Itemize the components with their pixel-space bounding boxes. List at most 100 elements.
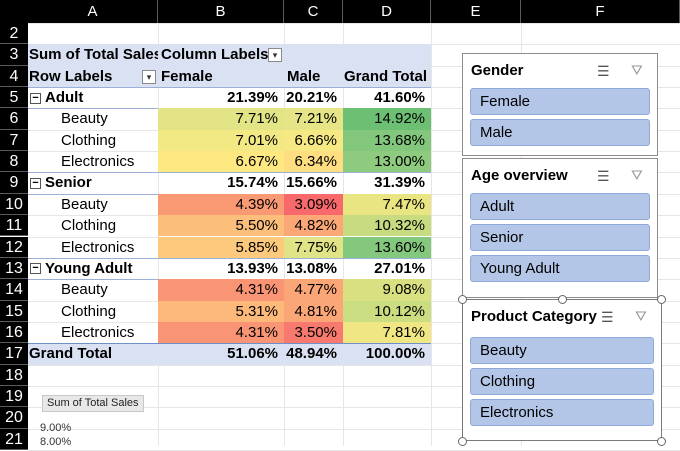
row-header[interactable]: 11 — [0, 215, 28, 237]
pivot-value-female: 4.31% — [158, 321, 284, 344]
grid-line — [28, 23, 680, 24]
pivot-value-total: 31.39% — [374, 174, 425, 192]
row-header[interactable]: 14 — [0, 279, 28, 301]
pivot-item-label: Clothing — [61, 131, 117, 149]
slicer-title: Product Category — [471, 308, 597, 325]
row-header[interactable]: 15 — [0, 300, 28, 322]
pivot-value-male: 7.75% — [284, 236, 343, 258]
pivot-group-label[interactable]: − Senior — [28, 172, 158, 193]
pivot-grand-male: 48.94% — [284, 343, 343, 365]
pivot-value-total: 9.08% — [343, 279, 431, 301]
pivot-col-male: Male — [284, 65, 343, 88]
slicer-item[interactable]: Young Adult — [470, 255, 650, 282]
pivot-group-label[interactable]: − Young Adult — [28, 258, 158, 279]
resize-handle[interactable] — [458, 295, 467, 304]
slicer-item[interactable]: Clothing — [470, 368, 654, 395]
collapse-icon[interactable]: − — [30, 92, 41, 104]
resize-handle[interactable] — [458, 437, 467, 446]
row-header[interactable]: 21 — [0, 428, 28, 450]
pivot-value-female: 7.01% — [158, 129, 284, 152]
product-category-slicer[interactable]: Product Category ☰ ⛛ Beauty Clothing Electron… — [462, 299, 662, 441]
select-all-corner[interactable] — [0, 0, 29, 23]
clear-filter-icon[interactable]: ⛛ — [631, 167, 643, 183]
slicer-item[interactable]: Electronics — [470, 399, 654, 426]
pivot-column-labels[interactable]: Column Labels — [158, 44, 284, 66]
pivot-item-label: Clothing — [61, 217, 117, 235]
pivot-value-male: 3.09% — [284, 193, 343, 216]
pivot-value-total: 10.32% — [343, 215, 431, 237]
slicer-item[interactable]: Senior — [470, 224, 650, 251]
pivot-grand-label: Grand Total — [28, 343, 158, 365]
pivot-grand-total: 100.00% — [343, 343, 431, 365]
pivot-row-labels[interactable]: Row Labels — [28, 65, 158, 88]
collapse-icon[interactable]: − — [30, 263, 41, 275]
row-header[interactable]: 17 — [0, 343, 28, 365]
row-header[interactable]: 9 — [0, 172, 28, 194]
row-header[interactable]: 10 — [0, 193, 28, 216]
pivot-value-male: 4.82% — [284, 215, 343, 237]
slicer-title: Age overview — [471, 167, 568, 184]
pivot-value-female: 4.39% — [158, 193, 284, 216]
row-header[interactable]: 12 — [0, 236, 28, 258]
row-header[interactable]: 6 — [0, 108, 28, 130]
row-header[interactable]: 5 — [0, 87, 28, 109]
row-header[interactable]: 4 — [0, 65, 28, 88]
pivot-value-male: 4.77% — [284, 279, 343, 301]
multi-select-icon[interactable]: ☰ — [601, 309, 614, 325]
pivot-item-label: Beauty — [61, 110, 108, 128]
column-header[interactable]: E — [431, 0, 521, 23]
chart-y-tick: 8.00% — [40, 436, 72, 448]
pivot-group-text: Adult — [45, 89, 84, 107]
column-header[interactable]: D — [343, 0, 431, 23]
age-slicer[interactable]: Age overview ☰ ⛛ Adult Senior Young Adult — [462, 158, 658, 298]
pivot-col-female: Female — [158, 65, 284, 88]
clear-filter-icon[interactable]: ⛛ — [631, 62, 643, 78]
row-header[interactable]: 20 — [0, 407, 28, 429]
chart-y-tick: 9.00% — [40, 422, 72, 434]
pivot-value-male: 13.08% — [286, 259, 337, 277]
row-header[interactable]: 19 — [0, 385, 28, 408]
pivot-value-male: 7.21% — [284, 108, 343, 130]
slicer-item[interactable]: Male — [470, 119, 650, 146]
column-header[interactable]: B — [158, 0, 284, 23]
column-header[interactable]: C — [284, 0, 343, 23]
column-labels-filter-button[interactable]: ▾ — [268, 48, 282, 63]
pivot-divider — [28, 87, 431, 89]
pivot-divider — [28, 343, 431, 345]
clear-filter-icon[interactable]: ⛛ — [635, 308, 647, 324]
pivot-value-total: 27.01% — [374, 259, 425, 277]
resize-handle[interactable] — [657, 437, 666, 446]
pivot-value-female: 4.31% — [158, 279, 284, 301]
pivot-divider — [28, 257, 431, 259]
column-header[interactable]: F — [521, 0, 680, 23]
row-header[interactable]: 3 — [0, 44, 28, 66]
pivot-group-label[interactable]: − Adult — [28, 87, 158, 108]
row-header[interactable]: 2 — [0, 23, 28, 45]
slicer-item[interactable]: Beauty — [470, 337, 654, 364]
column-header[interactable]: A — [28, 0, 158, 23]
pivot-value-male: 6.66% — [284, 129, 343, 152]
resize-handle[interactable] — [657, 295, 666, 304]
pivot-value-total: 14.92% — [343, 108, 431, 130]
multi-select-icon[interactable]: ☰ — [597, 63, 610, 79]
grid-line — [28, 385, 680, 387]
slicer-item[interactable]: Adult — [470, 193, 650, 220]
row-header[interactable]: 7 — [0, 129, 28, 152]
row-header[interactable]: 16 — [0, 321, 28, 344]
pivot-item-label: Beauty — [61, 195, 108, 213]
row-header[interactable]: 8 — [0, 151, 28, 173]
pivot-value-male: 15.66% — [286, 174, 337, 192]
pivot-value-total: 10.12% — [343, 300, 431, 322]
multi-select-icon[interactable]: ☰ — [597, 168, 610, 184]
row-header[interactable]: 18 — [0, 364, 28, 386]
gender-slicer[interactable]: Gender ☰ ⛛ Female Male — [462, 53, 658, 156]
resize-handle[interactable] — [558, 295, 567, 304]
collapse-icon[interactable]: − — [30, 177, 41, 189]
slicer-item[interactable]: Female — [470, 88, 650, 115]
pivot-item-label: Clothing — [61, 302, 117, 320]
row-header[interactable]: 13 — [0, 257, 28, 280]
chart-field-button[interactable]: Sum of Total Sales — [42, 395, 144, 412]
row-labels-filter-button[interactable]: ▾ — [142, 69, 156, 84]
pivot-group-text: Young Adult — [45, 259, 133, 277]
